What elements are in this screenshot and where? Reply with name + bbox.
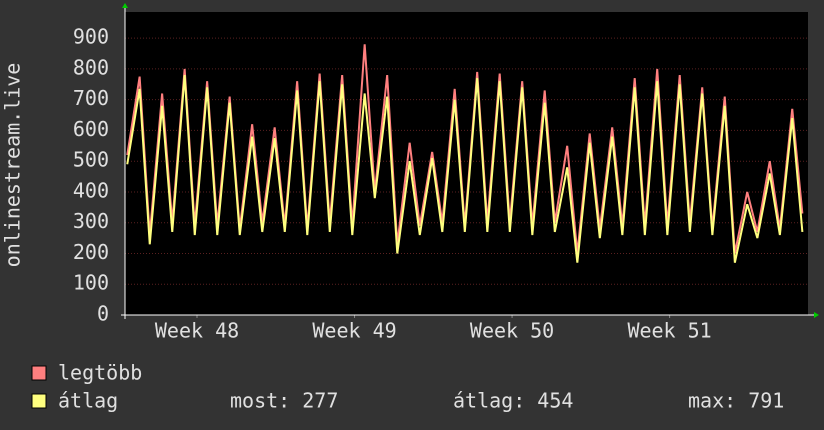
legend-stat: max: 791	[688, 389, 784, 413]
y-tick-label: 600	[73, 117, 109, 141]
x-arrow	[814, 312, 819, 318]
legend-stat: átlag: 454	[453, 389, 573, 413]
series-line	[126, 74, 804, 263]
legend-swatch	[31, 393, 47, 409]
plot-area	[125, 12, 808, 315]
legend-swatch	[31, 365, 47, 381]
y-tick-label: 100	[73, 271, 109, 295]
y-tick-label: 900	[73, 25, 109, 49]
y-tick-label: 0	[97, 302, 109, 326]
y-tick-label: 200	[73, 240, 109, 264]
x-tick-label: Week 51	[627, 319, 711, 343]
legend-label: átlag	[58, 389, 118, 413]
y-arrow	[122, 3, 128, 8]
x-tick-label: Week 50	[470, 319, 554, 343]
y-tick-label: 300	[73, 209, 109, 233]
y-tick-label: 400	[73, 178, 109, 202]
legend-label: legtöbb	[58, 361, 142, 385]
y-tick-label: 700	[73, 86, 109, 110]
y-tick-label: 800	[73, 55, 109, 79]
x-tick-label: Week 49	[312, 319, 396, 343]
y-axis-label: onlinestream.live	[1, 63, 25, 268]
legend-stat: most: 277	[230, 389, 338, 413]
x-tick-label: Week 48	[155, 319, 239, 343]
y-tick-label: 500	[73, 148, 109, 172]
